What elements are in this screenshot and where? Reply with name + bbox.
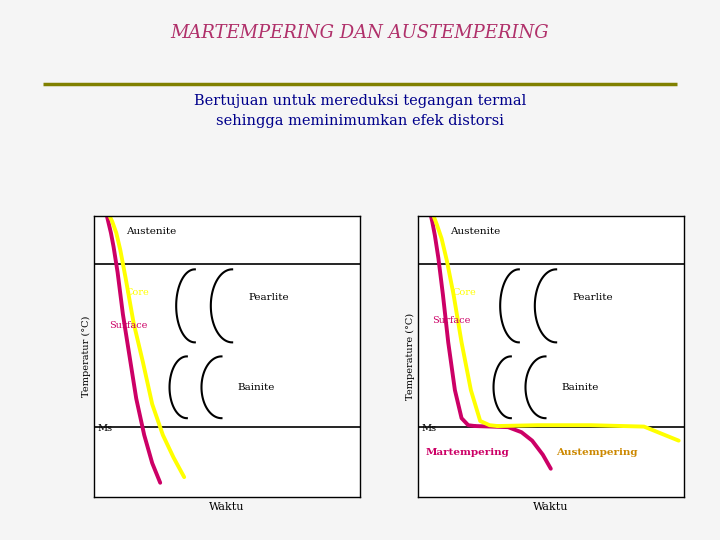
Text: Austenite: Austenite [125, 227, 176, 236]
Text: Surface: Surface [432, 316, 471, 325]
Text: Pearlite: Pearlite [572, 293, 613, 302]
Text: Austempering: Austempering [556, 448, 638, 457]
Text: Core: Core [452, 288, 476, 296]
Text: Ms: Ms [98, 424, 113, 433]
Text: Bainite: Bainite [238, 383, 275, 392]
Text: Martempering: Martempering [426, 448, 509, 457]
Text: Core: Core [125, 288, 149, 296]
X-axis label: Waktu: Waktu [209, 502, 245, 512]
Text: Bainite: Bainite [562, 383, 599, 392]
Text: Pearlite: Pearlite [248, 293, 289, 302]
Y-axis label: Temperature (°C): Temperature (°C) [405, 313, 415, 400]
Text: Ms: Ms [422, 424, 437, 433]
Text: Bertujuan untuk mereduksi tegangan termal
sehingga meminimumkan efek distorsi: Bertujuan untuk mereduksi tegangan terma… [194, 94, 526, 128]
Text: Surface: Surface [109, 321, 148, 330]
Y-axis label: Temperatur (°C): Temperatur (°C) [81, 316, 91, 397]
Text: Austenite: Austenite [449, 227, 500, 236]
Text: MARTEMPERING DAN AUSTEMPERING: MARTEMPERING DAN AUSTEMPERING [171, 24, 549, 42]
X-axis label: Waktu: Waktu [533, 502, 569, 512]
